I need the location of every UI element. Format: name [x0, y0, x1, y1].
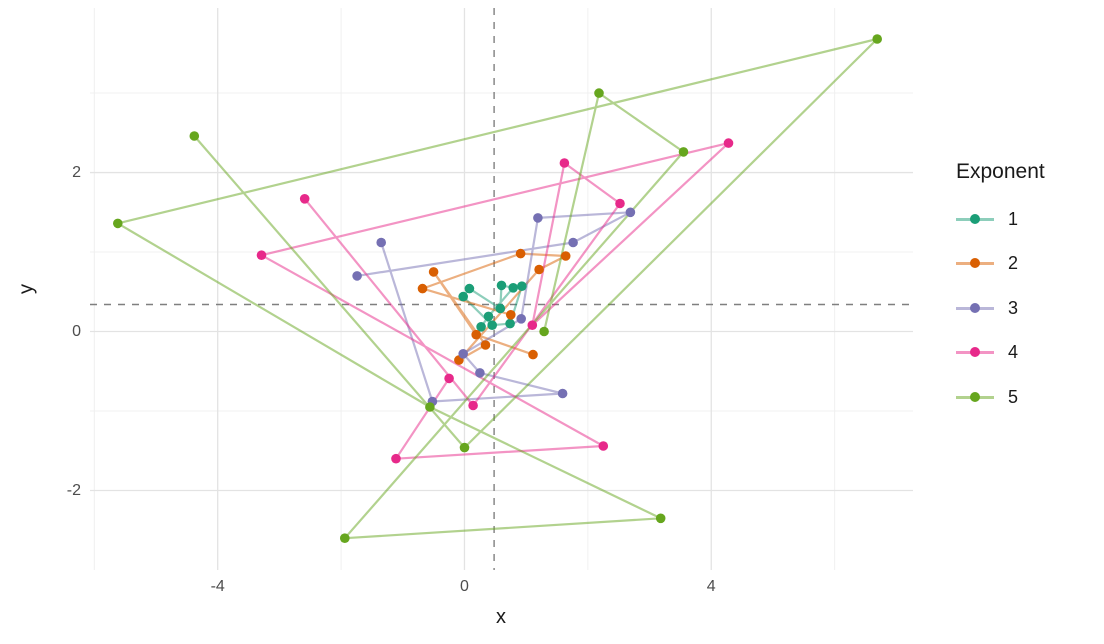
data-point-exponent-4	[468, 400, 478, 411]
y-tick-label: 0	[72, 322, 81, 340]
data-point-exponent-3	[533, 213, 543, 223]
legend-item-label: 5	[1008, 386, 1019, 407]
data-point-exponent-1	[505, 318, 515, 329]
data-point-exponent-3	[557, 388, 568, 399]
y-axis-tick-labels: -2 0 2	[0, 0, 81, 644]
data-point-exponent-5	[678, 147, 689, 157]
data-point-exponent-4	[444, 373, 454, 384]
data-point-exponent-1	[495, 303, 506, 314]
data-point-exponent-4	[527, 320, 538, 331]
data-point-exponent-1	[517, 281, 527, 292]
data-point-exponent-2	[471, 329, 482, 340]
legend-key-line-dot-icon	[956, 338, 994, 366]
series-path-exponent-2	[421, 252, 567, 362]
legend-item-exponent-4: 4	[956, 338, 1018, 366]
data-point-exponent-5	[872, 34, 882, 44]
y-tick-label: -2	[66, 481, 81, 499]
data-point-exponent-4	[598, 441, 609, 451]
data-point-exponent-3	[625, 207, 636, 218]
data-point-exponent-1	[487, 320, 498, 331]
data-point-exponent-4	[615, 198, 625, 209]
y-axis-title: y	[15, 284, 38, 294]
data-point-exponent-5	[594, 88, 604, 98]
data-point-exponent-5	[425, 402, 435, 412]
data-point-exponent-5	[539, 326, 549, 337]
data-point-exponent-3	[376, 237, 387, 248]
x-tick-label: 0	[460, 578, 469, 595]
data-point-exponent-5	[340, 533, 350, 543]
legend-item-exponent-3: 3	[956, 294, 1018, 322]
legend-key-line-dot-icon	[956, 205, 994, 233]
series-path-exponent-4	[260, 142, 730, 460]
legend-item-label: 2	[1008, 252, 1019, 273]
x-tick-label: 4	[706, 578, 716, 595]
legend-key-line-dot-icon	[956, 383, 994, 411]
data-point-exponent-2	[480, 340, 491, 350]
series-path-exponent-5	[116, 37, 879, 540]
legend-item-exponent-5: 5	[956, 383, 1018, 411]
data-point-exponent-5	[113, 218, 123, 229]
legend-key-line-dot-icon	[956, 294, 994, 322]
data-point-exponent-2	[506, 310, 516, 320]
data-point-exponent-4	[299, 194, 310, 204]
legend-key-line-dot-icon	[956, 249, 994, 277]
x-axis-tick-labels: -4 0 4	[0, 577, 1104, 599]
legend-item-label: 1	[1008, 208, 1019, 229]
data-point-exponent-3	[458, 349, 469, 359]
data-point-exponent-4	[559, 158, 570, 168]
legend: Exponent 1 2 3 4 5	[956, 160, 1104, 430]
data-point-exponent-1	[458, 291, 469, 302]
data-point-exponent-3	[516, 314, 526, 324]
legend-item-exponent-1: 1	[956, 205, 1018, 233]
data-point-exponent-4	[391, 453, 401, 464]
data-point-exponent-2	[417, 283, 428, 294]
data-point-exponent-3	[475, 368, 485, 378]
data-point-exponent-1	[496, 280, 507, 291]
data-point-exponent-1	[464, 283, 475, 294]
data-point-exponent-5	[189, 131, 200, 141]
data-point-exponent-3	[352, 271, 362, 281]
series-path-exponent-1	[462, 284, 524, 328]
data-point-exponent-1	[508, 283, 518, 293]
legend-item-exponent-2: 2	[956, 249, 1018, 277]
data-point-exponent-1	[476, 322, 486, 332]
data-point-exponent-5	[459, 442, 470, 453]
x-axis-title: x	[496, 606, 506, 628]
y-tick-label: 2	[72, 163, 81, 181]
legend-item-label: 3	[1008, 297, 1019, 318]
data-point-exponent-1	[483, 311, 494, 322]
data-point-exponent-2	[528, 349, 538, 360]
data-point-exponent-4	[723, 138, 734, 148]
data-point-exponent-2	[515, 248, 526, 259]
data-point-exponent-4	[256, 250, 267, 260]
legend-title: Exponent	[956, 160, 1045, 183]
data-point-exponent-2	[428, 267, 439, 277]
legend-item-label: 4	[1008, 341, 1019, 362]
data-point-exponent-5	[655, 513, 666, 524]
data-point-exponent-3	[568, 237, 578, 248]
x-tick-label: -4	[210, 578, 225, 595]
data-point-exponent-2	[534, 264, 544, 275]
data-point-exponent-2	[560, 251, 571, 261]
